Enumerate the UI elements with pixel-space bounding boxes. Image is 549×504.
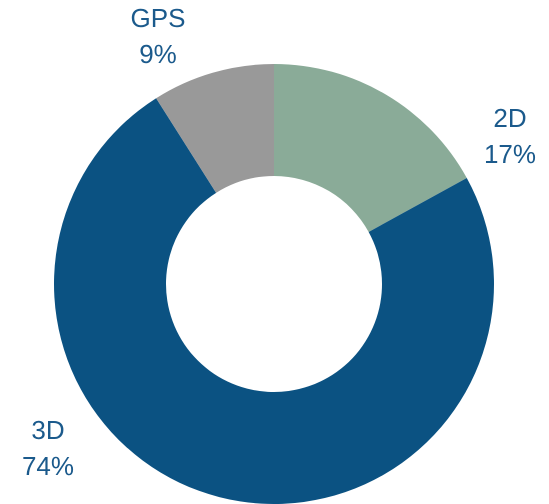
donut-slice: [274, 64, 467, 232]
slice-value-label: 17%: [484, 139, 536, 169]
slice-label: 3D: [31, 415, 64, 445]
slice-value-label: 9%: [139, 39, 177, 69]
donut-slice: [156, 64, 274, 193]
slice-value-label: 74%: [22, 451, 74, 481]
donut-slice: [53, 98, 495, 504]
slice-label: 2D: [493, 103, 526, 133]
slice-label: GPS: [131, 3, 186, 33]
